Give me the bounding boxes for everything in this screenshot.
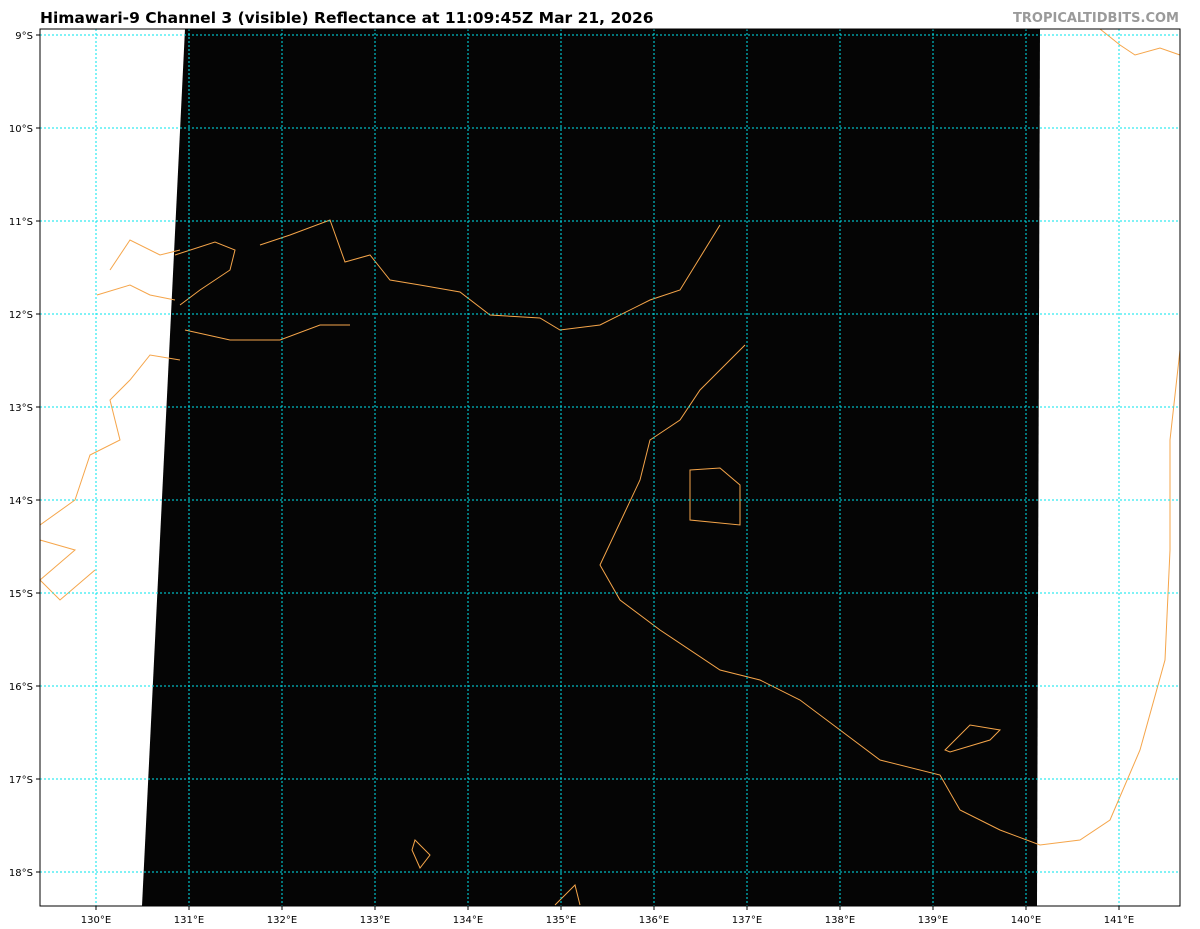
graticule (40, 29, 1180, 906)
lat-tick-label: 11°S (9, 217, 33, 228)
lat-tick-label: 14°S (9, 496, 33, 507)
coastline-groote (689, 467, 741, 526)
lat-tick-label: 17°S (9, 775, 33, 786)
map-frame (39, 28, 1181, 907)
lat-tick-label: 13°S (9, 403, 33, 414)
lon-tick-label: 131°E (174, 915, 204, 926)
lat-tick-label: 10°S (9, 124, 33, 135)
lon-tick-label: 140°E (1011, 915, 1041, 926)
lon-tick-label: 130°E (81, 915, 111, 926)
coastline-island-2 (554, 884, 581, 906)
lon-tick-label: 137°E (732, 915, 762, 926)
coastline-mornington (944, 724, 1002, 753)
imagery-swath (142, 29, 1040, 906)
coastline-west (39, 239, 181, 601)
lon-tick-label: 136°E (639, 915, 669, 926)
lat-tick-label: 9°S (15, 31, 33, 42)
lon-tick-label: 141°E (1104, 915, 1134, 926)
coastline-island-1 (411, 839, 431, 869)
lon-tick-label: 132°E (267, 915, 297, 926)
lon-tick-label: 138°E (825, 915, 855, 926)
coastline-gulf (599, 344, 1181, 846)
lon-tick-label: 134°E (453, 915, 483, 926)
coastlines (39, 28, 1181, 906)
lat-tick-label: 15°S (9, 589, 33, 600)
lat-tick-label: 16°S (9, 682, 33, 693)
coastline-northeast (1099, 28, 1181, 56)
coastline-melville (174, 241, 236, 306)
map-title: Himawari-9 Channel 3 (visible) Reflectan… (40, 9, 654, 27)
coastline-arnhem-north (259, 219, 721, 331)
lat-tick-label: 18°S (9, 868, 33, 879)
lon-tick-label: 139°E (918, 915, 948, 926)
lat-tick-label: 12°S (9, 310, 33, 321)
lon-tick-label: 133°E (360, 915, 390, 926)
brand-watermark: TROPICALTIDBITS.COM (1013, 11, 1179, 26)
coastline-arnhem-south (184, 324, 350, 341)
lon-tick-label: 135°E (546, 915, 576, 926)
axis-ticks: 130°E 131°E 132°E 133°E 134°E 135°E 136°E 137°E… (9, 31, 1134, 926)
